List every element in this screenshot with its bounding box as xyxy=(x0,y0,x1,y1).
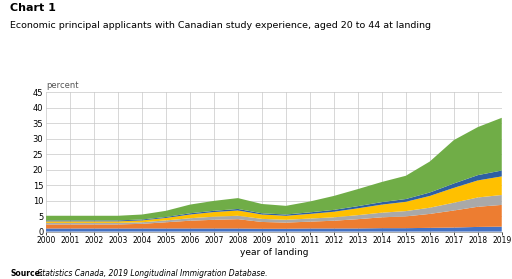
Text: Chart 1: Chart 1 xyxy=(10,3,56,13)
Text: Economic principal applicants with Canadian study experience, aged 20 to 44 at l: Economic principal applicants with Canad… xyxy=(10,21,431,30)
Legend: Less than 1 year of study, 2 to less than 3 years of study, 4 to less than 5 yea: Less than 1 year of study, 2 to less tha… xyxy=(146,277,402,279)
X-axis label: year of landing: year of landing xyxy=(240,247,308,256)
Text: percent: percent xyxy=(46,81,78,90)
Text: Statistics Canada, 2019 Longitudinal Immigration Database.: Statistics Canada, 2019 Longitudinal Imm… xyxy=(35,269,267,278)
Text: Source:: Source: xyxy=(10,269,43,278)
